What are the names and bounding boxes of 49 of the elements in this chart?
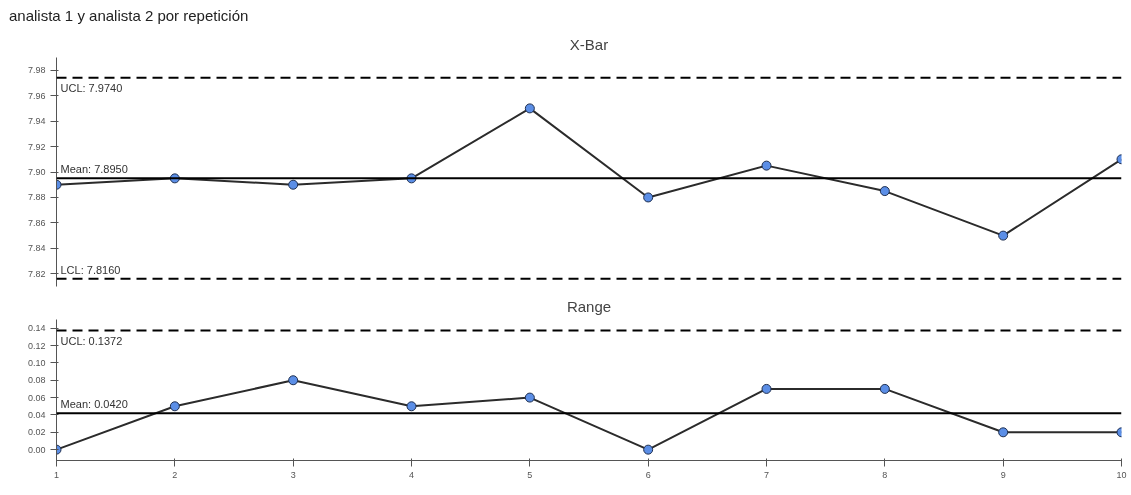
x-tick-label: 3	[290, 469, 296, 480]
chart-subtitle: X-Bar	[569, 35, 609, 53]
x-tick-label: 1	[54, 469, 60, 480]
point	[288, 375, 299, 386]
y-tick-label: 7.96	[27, 90, 46, 101]
y-tick-label: 7.92	[27, 141, 46, 152]
y-tick-label: 7.88	[27, 192, 46, 203]
ref-line-label: Mean: 7.8950	[60, 163, 128, 176]
point	[761, 383, 772, 394]
point	[761, 160, 772, 171]
y-tick-label: 0.02	[27, 427, 46, 438]
point	[643, 444, 654, 455]
x-tick-label: 6	[645, 469, 651, 480]
x-tick-label: 2	[172, 469, 178, 480]
y-tick-label: 0.00	[27, 444, 46, 455]
y-tick-label: 7.90	[27, 167, 46, 177]
point	[998, 427, 1009, 438]
y-tick-label: 0.14	[27, 323, 46, 334]
x-tick-label: 8	[882, 469, 888, 480]
point	[998, 230, 1009, 241]
chart-title: analista 1 y analista 2 por repetición	[9, 6, 249, 26]
ref-line-label: LCL: 7.8160	[60, 263, 121, 276]
point	[288, 179, 299, 190]
ref-line-label: UCL: 0.1372	[60, 334, 123, 347]
y-tick-label: 0.04	[27, 409, 46, 420]
point	[406, 401, 417, 412]
y-tick-label: 0.06	[27, 392, 46, 403]
point	[524, 392, 535, 403]
chart-title: Range	[566, 297, 612, 315]
x-tick-label: 10	[1116, 469, 1127, 480]
y-tick-label: 0.12	[27, 340, 46, 351]
x-tick-label: 4	[409, 469, 415, 480]
y-tick-label: 7.84	[27, 243, 46, 254]
point	[169, 401, 180, 412]
y-tick-label: 0.08	[27, 375, 46, 386]
y-tick-label: 7.94	[27, 116, 46, 127]
ref-line-label: Mean: 0.0420	[60, 398, 128, 411]
point	[879, 186, 890, 197]
y-tick-label: 7.98	[27, 65, 46, 76]
point	[879, 383, 890, 394]
y-tick-label: 7.82	[27, 268, 46, 279]
point	[524, 103, 535, 114]
x-tick-label: 7	[764, 469, 770, 480]
y-tick-label: 0.10	[27, 357, 46, 368]
point	[643, 192, 654, 203]
ref-line-label: UCL: 7.9740	[60, 81, 123, 94]
y-tick-label: 7.86	[27, 217, 46, 228]
x-tick-label: 5	[527, 469, 533, 480]
x-tick-label: 9	[1000, 469, 1006, 480]
